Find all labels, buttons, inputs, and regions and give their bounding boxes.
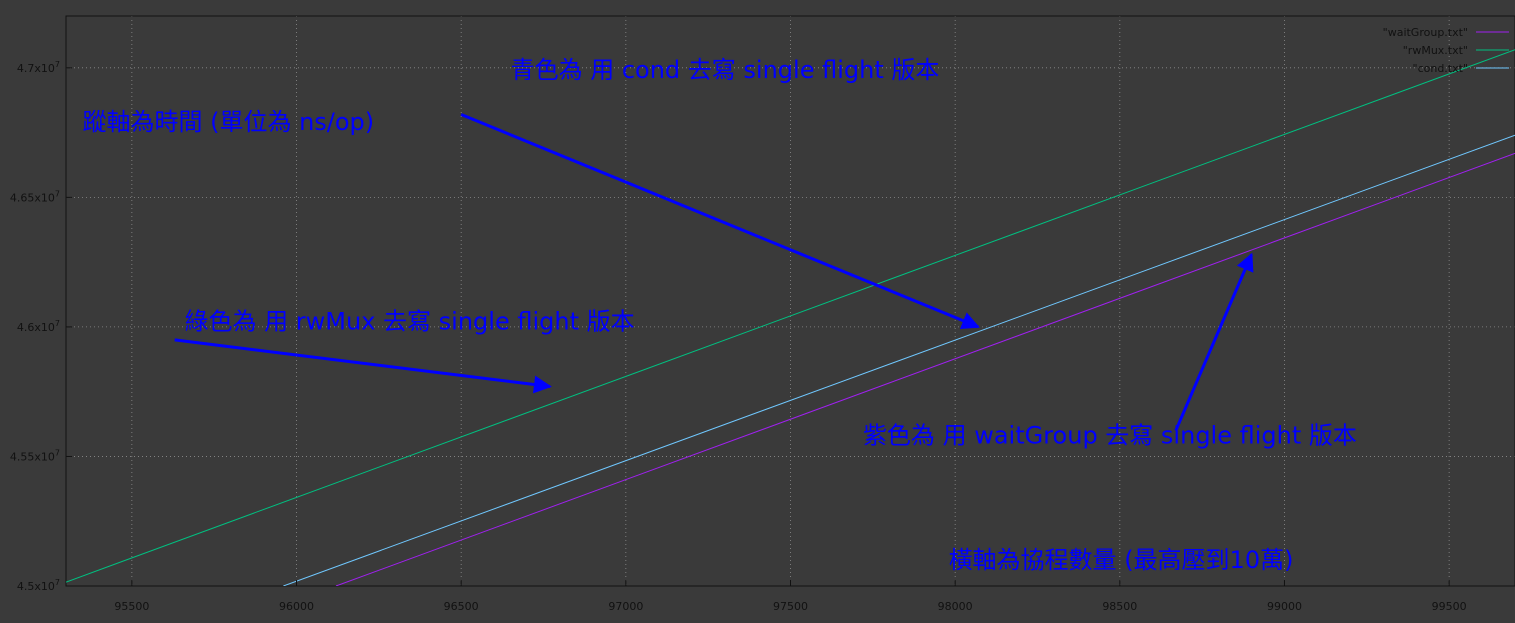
x-tick-label: 96500 — [444, 600, 479, 613]
annotation-text: 橫軸為協程數量 (最高壓到10萬) — [949, 546, 1294, 574]
annotation-text: 青色為 用 cond 去寫 single flight 版本 — [511, 56, 940, 84]
series-line-2 — [283, 134, 1515, 586]
legend: "waitGroup.txt" "rwMux.txt" "cond.txt" — [1383, 26, 1509, 75]
y-tick-label: 4.6x107 — [17, 319, 60, 334]
x-tick-label: 98500 — [1102, 600, 1137, 613]
x-tick-label: 99500 — [1432, 600, 1467, 613]
legend-label: "rwMux.txt" — [1403, 44, 1468, 57]
x-tick-label: 97000 — [608, 600, 643, 613]
series-layer — [66, 49, 1515, 586]
x-tick-label: 98000 — [938, 600, 973, 613]
annotation-arrow — [1174, 252, 1254, 432]
annotation-text: 蹤軸為時間 (單位為 ns/op) — [82, 108, 374, 136]
x-axis: 95500 96000 96500 97000 97500 98000 98500 99000… — [114, 580, 1467, 613]
annotation-arrow — [460, 113, 980, 330]
annotation-arrow — [174, 338, 552, 394]
y-tick-label: 4.7x107 — [17, 60, 60, 75]
y-axis: 4.5x107 4.55x107 4.6x107 4.65x107 4.7x107 — [10, 60, 72, 593]
x-tick-label: 96000 — [279, 600, 314, 613]
legend-label: "cond.txt" — [1413, 62, 1468, 75]
y-tick-label: 4.55x107 — [10, 448, 60, 463]
series-line-1 — [66, 49, 1515, 583]
x-tick-label: 99000 — [1267, 600, 1302, 613]
annotation-text: 紫色為 用 waitGroup 去寫 single flight 版本 — [863, 422, 1357, 450]
y-tick-label: 4.65x107 — [10, 189, 60, 204]
legend-label: "waitGroup.txt" — [1383, 26, 1468, 39]
y-tick-label: 4.5x107 — [17, 578, 60, 593]
x-tick-label: 95500 — [114, 600, 149, 613]
annotation-text: 綠色為 用 rwMux 去寫 single flight 版本 — [185, 308, 635, 336]
series-line-0 — [335, 152, 1515, 586]
x-tick-label: 97500 — [773, 600, 808, 613]
